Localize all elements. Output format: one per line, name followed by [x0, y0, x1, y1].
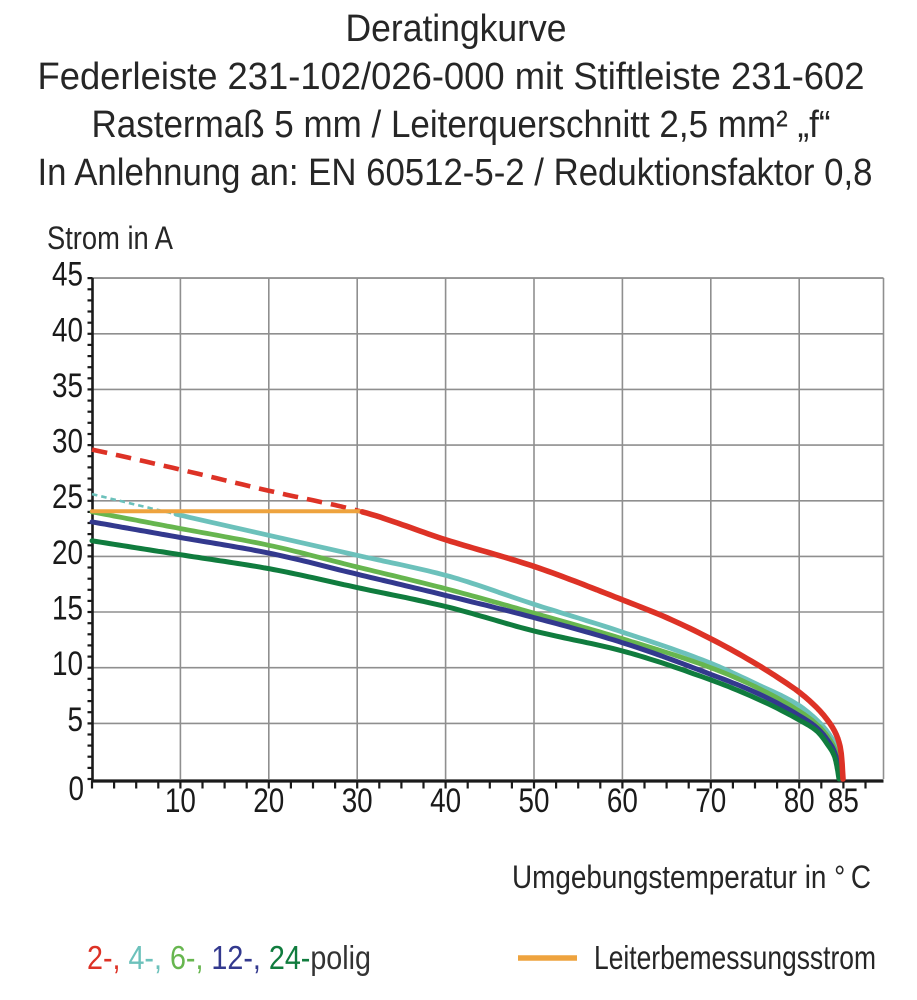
svg-text:Umgebungstemperatur in ° C: Umgebungstemperatur in ° C — [512, 859, 871, 895]
svg-text:45: 45 — [52, 256, 83, 294]
svg-text:10: 10 — [52, 645, 83, 683]
svg-text:20: 20 — [52, 534, 83, 572]
svg-text:Leiterbemessungsstrom: Leiterbemessungsstrom — [594, 939, 876, 976]
svg-text:80: 80 — [784, 782, 815, 820]
svg-text:0: 0 — [69, 770, 85, 808]
svg-text:In Anlehnung an: EN 60512-5-2: In Anlehnung an: EN 60512-5-2 / Reduktio… — [38, 152, 873, 194]
svg-text:Rastermaß 5 mm / Leiterquersch: Rastermaß 5 mm / Leiterquerschnitt 2,5 m… — [92, 104, 831, 146]
svg-text:70: 70 — [695, 782, 726, 820]
svg-text:Federleiste 231-102/026-000 mi: Federleiste 231-102/026-000 mit Stiftlei… — [38, 56, 865, 98]
svg-text:40: 40 — [52, 311, 83, 349]
svg-text:40: 40 — [430, 782, 461, 820]
svg-text:15: 15 — [52, 590, 83, 628]
svg-text:20: 20 — [253, 782, 284, 820]
svg-text:50: 50 — [519, 782, 550, 820]
svg-text:30: 30 — [342, 782, 373, 820]
svg-text:60: 60 — [607, 782, 638, 820]
svg-text:Strom in A: Strom in A — [47, 220, 174, 256]
svg-text:30: 30 — [52, 423, 83, 461]
svg-text:Deratingkurve: Deratingkurve — [346, 8, 567, 50]
svg-text:2-, 4-, 6-, 12-, 24-polig: 2-, 4-, 6-, 12-, 24-polig — [87, 939, 371, 976]
svg-text:5: 5 — [68, 701, 84, 739]
svg-text:35: 35 — [52, 367, 83, 405]
svg-text:10: 10 — [165, 782, 196, 820]
svg-text:25: 25 — [52, 478, 83, 516]
svg-text:85: 85 — [828, 782, 859, 820]
